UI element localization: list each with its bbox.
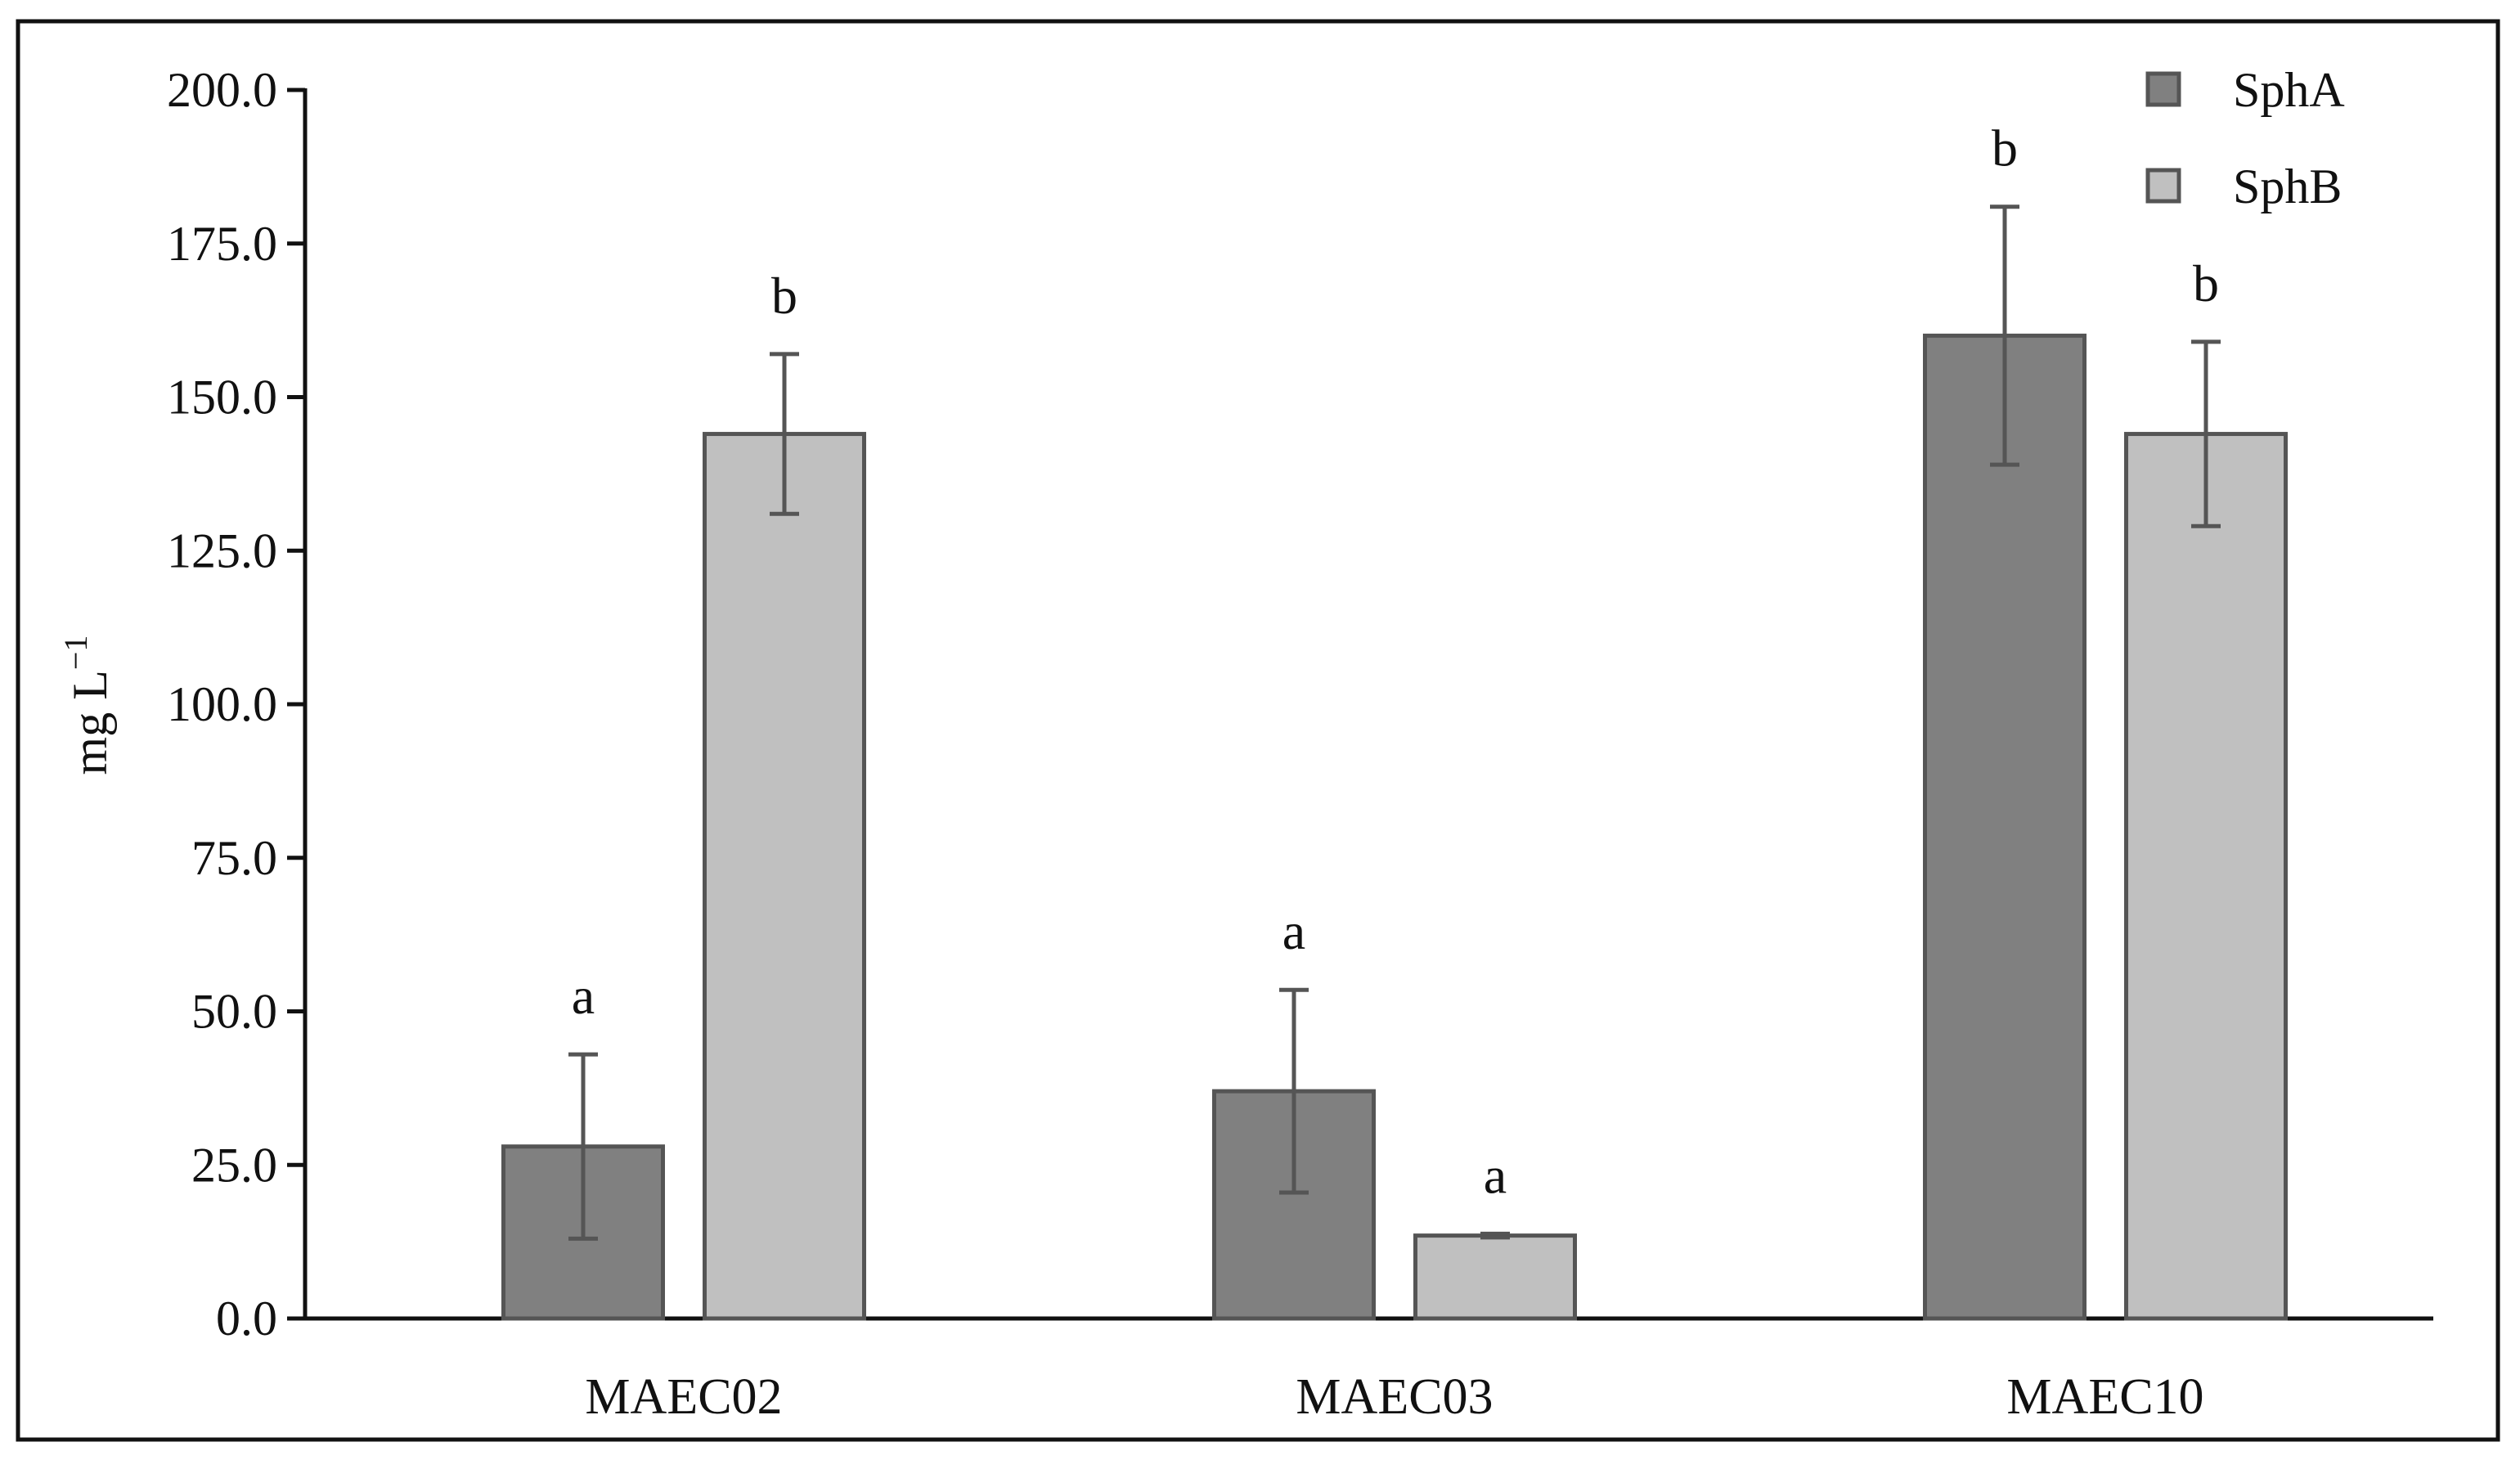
bars [501,204,2288,1321]
labels: 0.0 25.0 50.0 75.0 100.0 125.0 150.0 175.0 200.0… [57,63,2219,1425]
y-tick-label: 125.0 [167,523,277,577]
y-tick-label: 0.0 [216,1292,277,1345]
bar-sphb-maec10 [2124,432,2288,1321]
significance-letter: b [1992,119,2018,177]
category-label: MAEC02 [585,1369,782,1425]
y-tick-label: 50.0 [191,985,277,1039]
bar-spha-maec10 [1923,333,2087,1321]
y-tick-label: 75.0 [191,831,277,885]
y-tick-label: 175.0 [167,217,277,271]
significance-letter: a [572,967,595,1025]
y-tick-label: 200.0 [167,63,277,117]
y-axis-title-superscript: −1 [57,636,94,671]
legend-swatch-sphb [2145,168,2181,204]
bar-sphb-maec02 [703,432,866,1321]
significance-letter: a [1282,902,1305,960]
significance-letter: b [2193,254,2219,312]
significance-letter: a [1484,1146,1507,1204]
y-axis-title: mg L−1 [57,636,117,775]
y-axis-title-main: mg L [63,670,117,775]
legend-swatch-spha [2145,71,2181,107]
legend-label-sphb: SphB [2233,159,2342,213]
category-label: MAEC10 [2006,1369,2203,1425]
y-tick-label: 100.0 [167,677,277,731]
y-tick-label: 25.0 [191,1138,277,1192]
legend-label-spha: SphA [2233,63,2345,117]
bar-sphb-maec03 [1413,1233,1577,1321]
significance-letter: b [771,267,797,325]
category-label: MAEC03 [1296,1369,1493,1425]
y-tick-label: 150.0 [167,371,277,425]
legend: SphA SphB [2145,63,2345,213]
